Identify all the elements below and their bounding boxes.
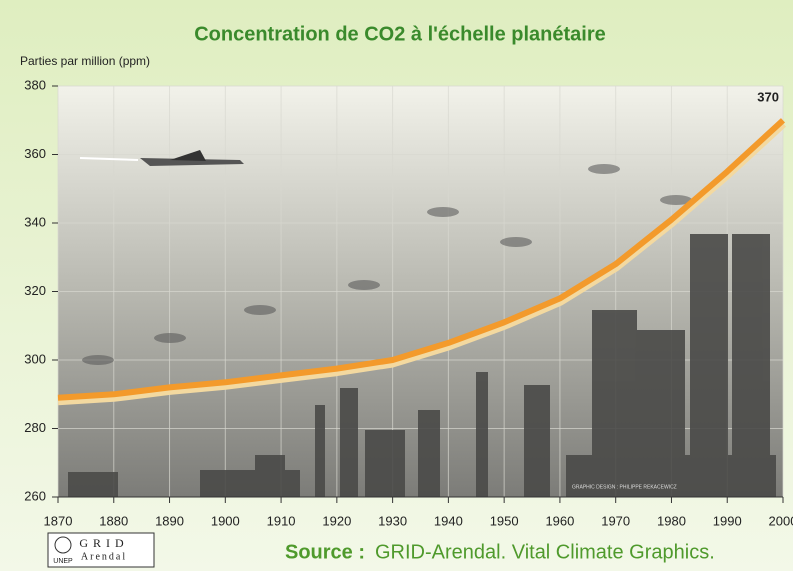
x-tick-label: 2000 (769, 513, 793, 528)
y-tick-label: 320 (24, 283, 46, 298)
y-axis-label: Parties par million (ppm) (20, 54, 150, 68)
logo: UNEP GRID Arendal (47, 532, 155, 568)
x-tick-label: 1920 (322, 513, 351, 528)
data-line (57, 118, 786, 401)
logo-emblem (54, 536, 72, 554)
skyline (68, 234, 776, 497)
x-tick-label: 1930 (378, 513, 407, 528)
x-tick-label: 1940 (434, 513, 463, 528)
logo-box (47, 532, 155, 568)
x-tick-label: 1890 (155, 513, 184, 528)
x-tick-label: 1900 (211, 513, 240, 528)
x-tick-label: 1910 (267, 513, 296, 528)
x-tick-label: 1990 (713, 513, 742, 528)
y-tick-label: 340 (24, 214, 46, 229)
x-tick-label: 1970 (601, 513, 630, 528)
x-tick-label: 1950 (490, 513, 519, 528)
logo-org: UNEP (53, 558, 73, 565)
airplane (79, 150, 244, 166)
y-tick-label: 380 (24, 77, 46, 92)
y-tick-label: 300 (24, 351, 46, 366)
y-tick-label: 360 (24, 146, 46, 161)
x-tick-label: 1870 (44, 513, 73, 528)
clouds (82, 164, 692, 365)
value-label: 370 (757, 90, 779, 105)
x-tick-label: 1960 (545, 513, 574, 528)
source-label: Source : (285, 541, 365, 563)
y-tick-label: 280 (24, 420, 46, 435)
source-text: GRID-Arendal. Vital Climate Graphics. (375, 541, 715, 563)
y-tick-label: 260 (24, 488, 46, 503)
logo-place: Arendal (81, 551, 127, 562)
logo-name: GRID (79, 536, 128, 550)
x-tick-label: 1980 (657, 513, 686, 528)
x-tick-label: 1880 (99, 513, 128, 528)
chart-title: Concentration de CO2 à l'échelle planéta… (194, 23, 606, 45)
credit: GRAPHIC DESIGN : PHILIPPE REKACEWICZ (572, 484, 677, 490)
